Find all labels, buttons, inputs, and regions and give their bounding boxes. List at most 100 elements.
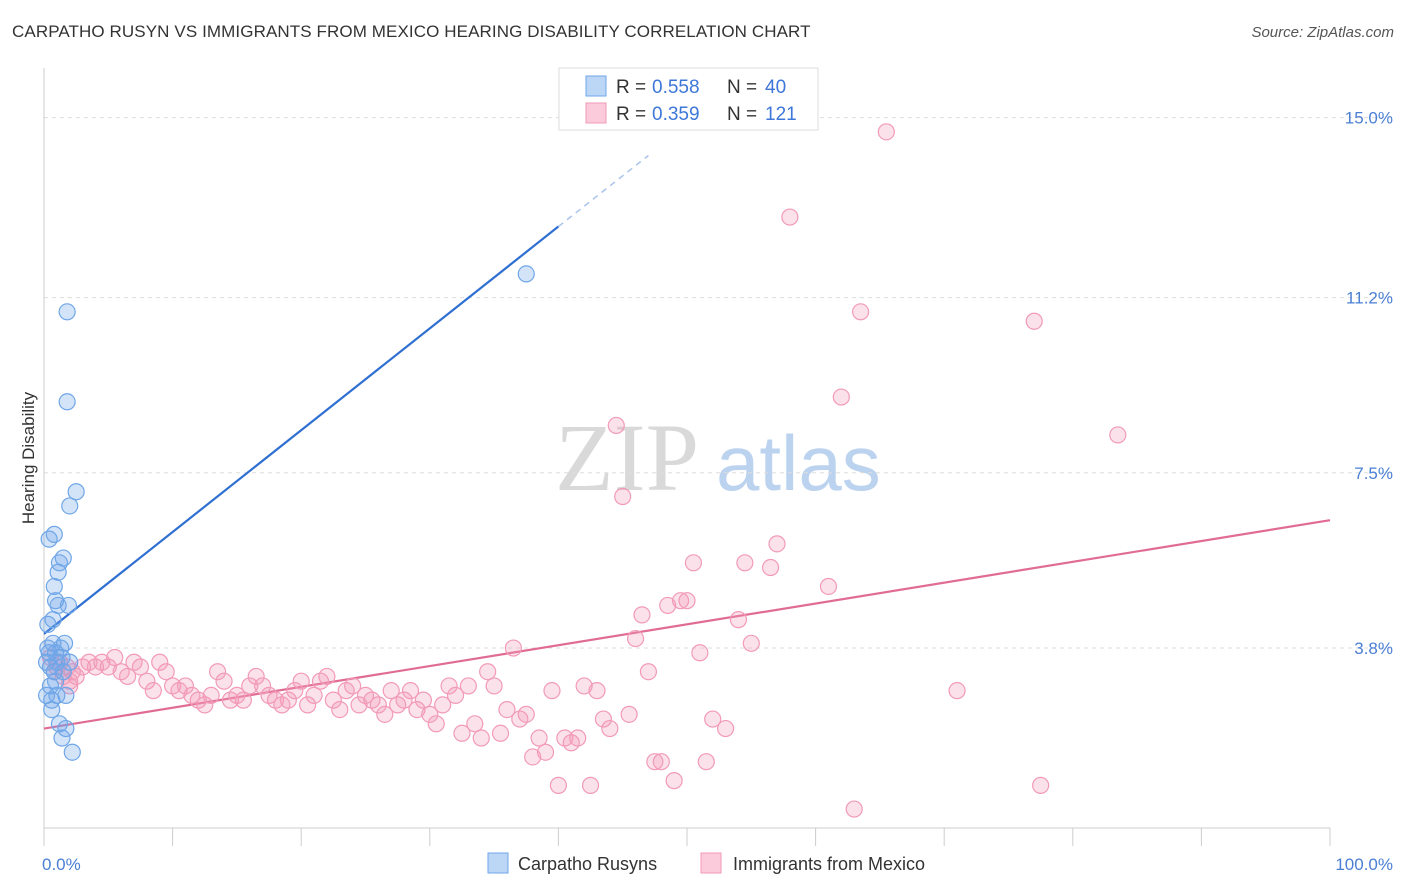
point-carpatho-rusyns-30 [61, 497, 79, 515]
trend-line-carpatho-rusyns-extension [557, 154, 649, 228]
point-carpatho-rusyns-8 [44, 611, 62, 629]
point-carpatho-rusyns-26 [57, 719, 75, 738]
point-immigrants-from-mexico-112 [761, 558, 780, 577]
watermark-zip: ZIP [555, 404, 699, 511]
point-immigrants-from-mexico-74 [491, 724, 510, 742]
point-carpatho-rusyns-25 [57, 686, 75, 704]
bottom-legend-swatch-pink [700, 852, 722, 874]
point-immigrants-from-mexico-65 [434, 696, 452, 714]
y-tick-label-0: 3.8% [1354, 639, 1393, 658]
point-immigrants-from-mexico-92 [607, 416, 625, 435]
point-immigrants-from-mexico-55 [369, 696, 387, 714]
point-immigrants-from-mexico-21 [151, 653, 169, 671]
legend-n-value-2: 121 [765, 104, 797, 125]
point-carpatho-rusyns-16 [48, 653, 66, 671]
legend-n-value-1: 40 [765, 77, 786, 98]
series-carpatho-rusyns [37, 265, 535, 761]
point-immigrants-from-mexico-37 [254, 677, 272, 695]
point-immigrants-from-mexico-22 [157, 663, 175, 681]
legend-swatch-blue [585, 75, 607, 97]
point-immigrants-from-mexico-118 [852, 303, 870, 321]
point-immigrants-from-mexico-25 [176, 677, 195, 695]
series-legend: Carpatho Rusyns Immigrants from Mexico [487, 852, 925, 874]
y-tick-label-1: 7.5% [1354, 464, 1393, 483]
point-immigrants-from-mexico-13 [99, 658, 117, 676]
legend-r-value-2: 0.359 [652, 104, 700, 125]
point-immigrants-from-mexico-76 [504, 639, 522, 657]
legend-n-label-2: N = [727, 104, 757, 125]
point-immigrants-from-mexico-43 [292, 672, 310, 690]
point-immigrants-from-mexico-99 [652, 753, 670, 771]
bottom-legend-swatch-blue [487, 852, 509, 874]
point-immigrants-from-mexico-75 [498, 701, 516, 719]
source-label: Source: ZipAtlas.com [1251, 24, 1394, 41]
point-carpatho-rusyns-36 [46, 672, 65, 690]
point-carpatho-rusyns-35 [37, 686, 56, 704]
point-immigrants-from-mexico-68 [453, 724, 471, 742]
x-tick-label-0: 0.0% [42, 855, 81, 874]
point-carpatho-rusyns-10 [45, 577, 63, 596]
point-carpatho-rusyns-29 [59, 596, 78, 615]
trend-line-immigrants-from-mexico [43, 519, 1331, 730]
legend-n-label-1: N = [727, 77, 757, 98]
point-immigrants-from-mexico-41 [279, 691, 297, 709]
point-immigrants-from-mexico-47 [318, 667, 336, 686]
x-tick-label-1: 100.0% [1335, 855, 1393, 874]
point-carpatho-rusyns-5 [41, 677, 60, 695]
point-immigrants-from-mexico-117 [845, 800, 863, 818]
point-immigrants-from-mexico-100 [659, 596, 677, 615]
point-immigrants-from-mexico-61 [408, 701, 426, 719]
point-carpatho-rusyns-34 [40, 530, 58, 548]
point-carpatho-rusyns-27 [58, 393, 76, 411]
point-immigrants-from-mexico-103 [678, 592, 696, 610]
point-immigrants-from-mexico-86 [569, 729, 587, 747]
point-carpatho-rusyns-24 [55, 634, 74, 652]
point-immigrants-from-mexico-62 [414, 691, 432, 709]
point-immigrants-from-mexico-73 [485, 677, 503, 695]
point-immigrants-from-mexico-89 [588, 682, 606, 700]
point-immigrants-from-mexico-20 [144, 682, 162, 700]
point-immigrants-from-mexico-109 [729, 611, 748, 629]
point-immigrants-from-mexico-83 [549, 776, 568, 794]
point-carpatho-rusyns-38 [53, 648, 71, 667]
tick-labels: 3.8% 7.5% 11.2% 15.0% 0.0% 100.0% [42, 109, 1393, 874]
point-immigrants-from-mexico-60 [401, 682, 420, 700]
point-immigrants-from-mexico-8 [67, 667, 85, 686]
trend-lines [43, 154, 1331, 730]
point-immigrants-from-mexico-28 [196, 696, 214, 714]
point-immigrants-from-mexico-64 [427, 715, 445, 733]
point-immigrants-from-mexico-59 [395, 691, 413, 709]
point-carpatho-rusyns-32 [63, 743, 81, 761]
point-carpatho-rusyns-37 [50, 554, 69, 572]
point-immigrants-from-mexico-119 [877, 123, 895, 141]
point-immigrants-from-mexico-78 [517, 705, 535, 723]
point-immigrants-from-mexico-96 [633, 606, 651, 624]
point-immigrants-from-mexico-114 [781, 208, 799, 226]
point-immigrants-from-mexico-52 [350, 696, 368, 714]
point-immigrants-from-mexico-82 [543, 682, 561, 700]
point-immigrants-from-mexico-36 [247, 667, 265, 686]
point-immigrants-from-mexico-44 [299, 696, 317, 714]
point-immigrants-from-mexico-101 [665, 772, 683, 790]
bottom-legend-label-carpatho-rusyns: Carpatho Rusyns [518, 854, 657, 874]
point-immigrants-from-mexico-108 [716, 719, 735, 738]
point-immigrants-from-mexico-120 [948, 682, 966, 700]
legend-r-label-2: R = [616, 104, 646, 125]
point-immigrants-from-mexico-110 [736, 554, 754, 572]
point-carpatho-rusyns-33 [67, 483, 85, 501]
point-immigrants-from-mexico-57 [382, 682, 400, 700]
point-immigrants-from-mexico-102 [671, 592, 690, 610]
point-carpatho-rusyns-21 [53, 729, 71, 747]
point-immigrants-from-mexico-31 [215, 672, 233, 690]
point-immigrants-from-mexico-69 [459, 677, 477, 695]
point-immigrants-from-mexico-123 [1109, 426, 1127, 444]
y-axis-label: Hearing Disability [19, 391, 38, 524]
point-immigrants-from-mexico-94 [620, 705, 638, 723]
point-immigrants-from-mexico-19 [138, 672, 156, 690]
point-immigrants-from-mexico-115 [819, 577, 838, 596]
trend-line-carpatho-rusyns [43, 225, 560, 635]
point-carpatho-rusyns-7 [43, 701, 61, 719]
point-immigrants-from-mexico-30 [209, 663, 227, 681]
point-immigrants-from-mexico-87 [575, 677, 593, 695]
